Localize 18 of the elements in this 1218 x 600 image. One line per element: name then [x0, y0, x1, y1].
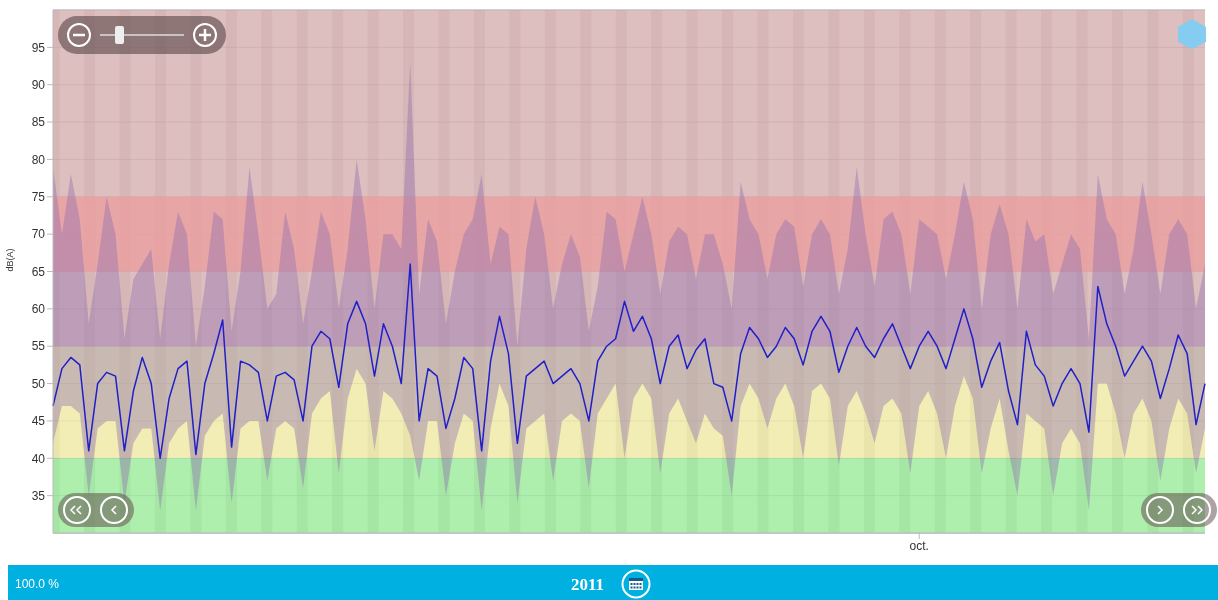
- y-tick-label: 70: [31, 227, 46, 242]
- y-tick-label: 95: [31, 40, 46, 55]
- line-series: [52, 263, 1206, 460]
- y-tick-label: 80: [31, 152, 46, 167]
- y-tick-label: 85: [31, 115, 46, 130]
- y-tick-label: 55: [31, 339, 46, 354]
- y-tick-label: 40: [31, 451, 46, 466]
- x-tick-label: oct.: [909, 538, 929, 553]
- text: 2011: [571, 575, 605, 595]
- y-tick-label: 90: [31, 77, 46, 92]
- y-tick-label: 50: [31, 376, 46, 391]
- y-tick-label: 75: [31, 190, 46, 205]
- y-tick-label: 35: [31, 488, 46, 503]
- y-axis-title: dB(A): [5, 248, 16, 272]
- y-tick-label: 60: [31, 302, 46, 317]
- text: 100.0 %: [15, 577, 60, 591]
- y-tick-label: 65: [31, 264, 46, 279]
- y-tick-label: 45: [31, 414, 46, 429]
